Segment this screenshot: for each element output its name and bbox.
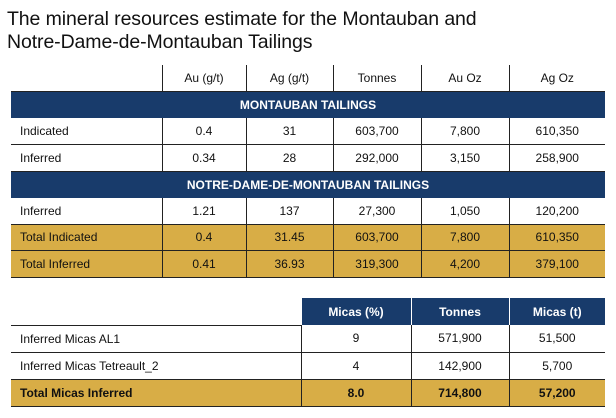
title-line-1: The mineral resources estimate for the M… <box>7 8 477 30</box>
total-row: Total Inferred 0.41 36.93 319,300 4,200 … <box>11 250 605 278</box>
table-row: Inferred 0.34 28 292,000 3,150 258,900 <box>11 144 605 172</box>
cell-ag-gt: 137 <box>245 197 333 225</box>
cell-micas-pct: 4 <box>300 352 411 380</box>
row-label: Inferred <box>11 197 162 225</box>
cell-tonnes: 142,900 <box>410 352 509 380</box>
section-header-montauban: MONTAUBAN TAILINGS <box>11 91 605 118</box>
cell-tonnes: 27,300 <box>332 197 421 225</box>
cell-micas-t: 51,500 <box>508 325 605 353</box>
cell-micas-t: 5,700 <box>508 352 605 380</box>
total-row: Total Indicated 0.4 31.45 603,700 7,800 … <box>11 224 605 251</box>
table-row: Inferred 1.21 137 27,300 1,050 120,200 <box>11 197 605 225</box>
section-header-notre-dame: NOTRE-DAME-DE-MONTAUBAN TAILINGS <box>11 171 605 198</box>
cell-ag-oz: 610,350 <box>508 224 605 251</box>
row-label: Inferred <box>11 144 162 172</box>
micas-table: Micas (%) Tonnes Micas (t) Inferred Mica… <box>11 298 605 407</box>
cell-tonnes: 319,300 <box>332 250 421 278</box>
cell-au-oz: 7,800 <box>420 224 509 251</box>
cell-ag-gt: 28 <box>245 144 333 172</box>
header-blank-cell <box>11 298 301 326</box>
cell-ag-oz: 120,200 <box>508 197 605 225</box>
cell-micas-pct: 9 <box>300 325 411 353</box>
row-label: Total Indicated <box>11 224 162 251</box>
cell-micas-pct: 8.0 <box>300 379 411 407</box>
cell-ag-gt: 36.93 <box>245 250 333 278</box>
cell-au-gt: 0.4 <box>161 118 246 145</box>
header-au-oz: Au Oz <box>420 65 509 92</box>
cell-tonnes: 603,700 <box>332 224 421 251</box>
cell-ag-gt: 31 <box>245 118 333 145</box>
cell-micas-t: 57,200 <box>508 379 605 407</box>
cell-ag-oz: 258,900 <box>508 144 605 172</box>
table-row: Inferred Micas AL1 9 571,900 51,500 <box>11 325 605 353</box>
table-row: Indicated 0.4 31 603,700 7,800 610,350 <box>11 118 605 145</box>
cell-au-gt: 0.41 <box>161 250 246 278</box>
cell-tonnes: 292,000 <box>332 144 421 172</box>
cell-au-oz: 4,200 <box>420 250 509 278</box>
header-tonnes: Tonnes <box>410 298 509 325</box>
micas-header-row: Micas (%) Tonnes Micas (t) <box>11 298 605 326</box>
section-title: NOTRE-DAME-DE-MONTAUBAN TAILINGS <box>11 171 605 198</box>
cell-tonnes: 714,800 <box>410 379 509 407</box>
resources-header-row: Au (g/t) Ag (g/t) Tonnes Au Oz Ag Oz <box>11 65 605 92</box>
cell-au-oz: 1,050 <box>420 197 509 225</box>
cell-au-oz: 3,150 <box>420 144 509 172</box>
cell-au-gt: 0.34 <box>161 144 246 172</box>
cell-tonnes: 571,900 <box>410 325 509 353</box>
table-row: Inferred Micas Tetreault_2 4 142,900 5,7… <box>11 352 605 380</box>
header-micas-t: Micas (t) <box>508 298 605 325</box>
row-label: Inferred Micas Tetreault_2 <box>11 352 301 380</box>
cell-au-gt: 1.21 <box>161 197 246 225</box>
row-label: Total Micas Inferred <box>11 379 301 407</box>
cell-au-gt: 0.4 <box>161 224 246 251</box>
cell-ag-oz: 610,350 <box>508 118 605 145</box>
total-row: Total Micas Inferred 8.0 714,800 57,200 <box>11 379 605 407</box>
resources-table: Au (g/t) Ag (g/t) Tonnes Au Oz Ag Oz MON… <box>11 65 605 278</box>
page-title: The mineral resources estimate for the M… <box>7 8 607 54</box>
header-ag-gt: Ag (g/t) <box>245 65 333 92</box>
header-tonnes: Tonnes <box>332 65 421 92</box>
header-micas-pct: Micas (%) <box>300 298 411 325</box>
cell-tonnes: 603,700 <box>332 118 421 145</box>
row-label: Indicated <box>11 118 162 145</box>
title-line-2: Notre-Dame-de-Montauban Tailings <box>7 31 313 53</box>
section-title: MONTAUBAN TAILINGS <box>11 91 605 118</box>
cell-au-oz: 7,800 <box>420 118 509 145</box>
header-blank-cell <box>11 65 162 92</box>
header-au-gt: Au (g/t) <box>161 65 246 92</box>
cell-ag-gt: 31.45 <box>245 224 333 251</box>
row-label: Total Inferred <box>11 250 162 278</box>
row-label: Inferred Micas AL1 <box>11 325 301 353</box>
cell-ag-oz: 379,100 <box>508 250 605 278</box>
header-ag-oz: Ag Oz <box>508 65 605 92</box>
